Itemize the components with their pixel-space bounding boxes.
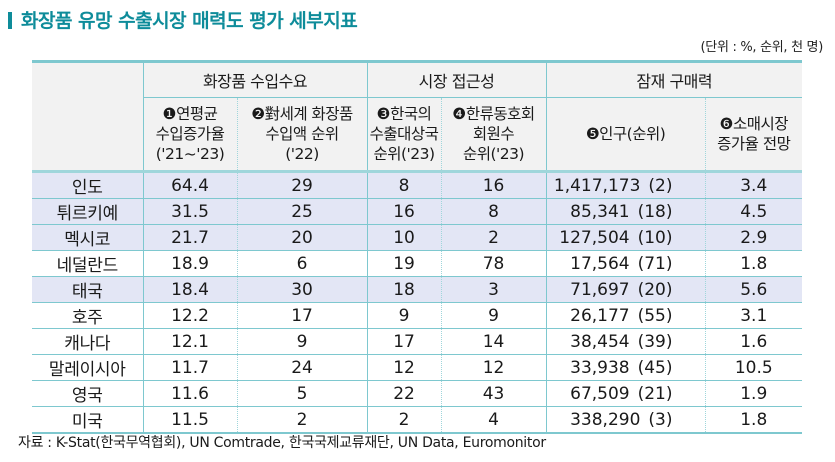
country-cell: 캐나다: [32, 328, 143, 355]
country-cell: 영국: [32, 380, 143, 407]
retail-growth-cell: 4.5: [704, 198, 803, 225]
country-cell: 호주: [32, 302, 143, 329]
hallyu-rank-cell: 8: [440, 198, 547, 225]
hallyu-rank-cell: 16: [440, 171, 547, 199]
import-rank-cell: 17: [236, 302, 368, 329]
import-rank-cell: 30: [236, 276, 368, 303]
group-header-import-demand: 화장품 수입수요: [142, 61, 368, 98]
import-rank-cell: 24: [236, 354, 368, 381]
retail-growth-cell: 1.8: [704, 250, 803, 277]
import-rank-cell: 5: [236, 380, 368, 407]
import-rank-cell: 9: [236, 328, 368, 355]
retail-growth-cell: 3.4: [704, 171, 803, 199]
population-cell: 338,290 (3): [545, 406, 706, 434]
population-cell: 127,504 (10): [545, 224, 706, 251]
import-rank-cell: 25: [236, 198, 368, 225]
table-row: 멕시코 21.7 20 10 2 127,504 (10) 2.9: [32, 224, 803, 251]
hallyu-rank-cell: 2: [440, 224, 547, 251]
population-cell: 85,341 (18): [545, 198, 706, 225]
title-text: 화장품 유망 수출시장 매력도 평가 세부지표: [21, 10, 358, 32]
retail-growth-cell: 1.9: [704, 380, 803, 407]
group-header-row: 화장품 수입수요 시장 접근성 잠재 구매력: [32, 61, 803, 172]
export-rank-cell: 22: [366, 380, 442, 407]
population-cell: 17,564 (71): [545, 250, 706, 277]
table-row: 말레이시아 11.7 24 12 12 33,938 (45) 10.5: [32, 354, 803, 381]
corner-header-cell: [32, 61, 143, 172]
export-rank-cell: 18: [366, 276, 442, 303]
col-header-2: ❷對세계 화장품 수입액 순위 ('22): [236, 97, 368, 172]
import-rank-cell: 6: [236, 250, 368, 277]
import-growth-cell: 18.9: [142, 250, 237, 277]
col-header-6: ❻소매시장 증가율 전망: [704, 97, 803, 172]
population-cell: 26,177 (55): [545, 302, 706, 329]
retail-growth-cell: 1.6: [704, 328, 803, 355]
col-header-3: ❸한국의 수출대상국 순위('23): [366, 97, 442, 172]
hallyu-rank-cell: 12: [440, 354, 547, 381]
hallyu-rank-cell: 3: [440, 276, 547, 303]
import-growth-cell: 12.1: [142, 328, 237, 355]
population-cell: 38,454 (39): [545, 328, 706, 355]
unit-note: (단위 : %, 순위, 천 명): [700, 40, 824, 55]
country-cell: 미국: [32, 406, 143, 434]
table-row: 태국 18.4 30 18 3 71,697 (20) 5.6: [32, 276, 803, 303]
indicator-table: 화장품 수입수요 시장 접근성 잠재 구매력 ❶연평균 수입증가율 ('21~'23…: [32, 60, 803, 434]
export-rank-cell: 19: [366, 250, 442, 277]
retail-growth-cell: 1.8: [704, 406, 803, 434]
population-cell: 67,509 (21): [545, 380, 706, 407]
export-rank-cell: 10: [366, 224, 442, 251]
import-growth-cell: 21.7: [142, 224, 237, 251]
population-cell: 1,417,173 (2): [545, 171, 706, 199]
import-growth-cell: 18.4: [142, 276, 237, 303]
hallyu-rank-cell: 4: [440, 406, 547, 434]
page-title: 화장품 유망 수출시장 매력도 평가 세부지표: [8, 6, 358, 33]
country-cell: 튀르키예: [32, 198, 143, 225]
export-rank-cell: 17: [366, 328, 442, 355]
table-row: 튀르키예 31.5 25 16 8 85,341 (18) 4.5: [32, 198, 803, 225]
table-row: 캐나다 12.1 9 17 14 38,454 (39) 1.6: [32, 328, 803, 355]
export-rank-cell: 12: [366, 354, 442, 381]
export-rank-cell: 9: [366, 302, 442, 329]
import-rank-cell: 29: [236, 171, 368, 199]
retail-growth-cell: 10.5: [704, 354, 803, 381]
retail-growth-cell: 3.1: [704, 302, 803, 329]
population-cell: 71,697 (20): [545, 276, 706, 303]
hallyu-rank-cell: 43: [440, 380, 547, 407]
source-footnote: 자료 : K-Stat(한국무역협회), UN Comtrade, 한국국제교류…: [18, 435, 546, 451]
group-header-purchasing-power: 잠재 구매력: [545, 61, 803, 98]
retail-growth-cell: 5.6: [704, 276, 803, 303]
table-row: 호주 12.2 17 9 9 26,177 (55) 3.1: [32, 302, 803, 329]
country-cell: 멕시코: [32, 224, 143, 251]
table-row: 영국 11.6 5 22 43 67,509 (21) 1.9: [32, 380, 803, 407]
export-rank-cell: 2: [366, 406, 442, 434]
col-header-4: ❹한류동호회 회원수 순위('23): [440, 97, 547, 172]
column-header-row: ❶연평균 수입증가율 ('21~'23) ❷對세계 화장품 수입액 순위 ('22) ❸…: [32, 97, 803, 172]
country-cell: 말레이시아: [32, 354, 143, 381]
col-header-5: ❺인구(순위): [545, 97, 706, 172]
export-rank-cell: 8: [366, 171, 442, 199]
country-cell: 네덜란드: [32, 250, 143, 277]
import-rank-cell: 2: [236, 406, 368, 434]
import-growth-cell: 31.5: [142, 198, 237, 225]
import-growth-cell: 12.2: [142, 302, 237, 329]
hallyu-rank-cell: 9: [440, 302, 547, 329]
population-cell: 33,938 (45): [545, 354, 706, 381]
import-growth-cell: 11.7: [142, 354, 237, 381]
table-row: 인도 64.4 29 8 16 1,417,173 (2) 3.4: [32, 171, 803, 199]
import-growth-cell: 11.6: [142, 380, 237, 407]
hallyu-rank-cell: 14: [440, 328, 547, 355]
col-header-1: ❶연평균 수입증가율 ('21~'23): [142, 97, 237, 172]
import-rank-cell: 20: [236, 224, 368, 251]
retail-growth-cell: 2.9: [704, 224, 803, 251]
country-cell: 인도: [32, 171, 143, 199]
hallyu-rank-cell: 78: [440, 250, 547, 277]
country-cell: 태국: [32, 276, 143, 303]
import-growth-cell: 11.5: [142, 406, 237, 434]
table-row: 네덜란드 18.9 6 19 78 17,564 (71) 1.8: [32, 250, 803, 277]
import-growth-cell: 64.4: [142, 171, 237, 199]
table-row: 미국 11.5 2 2 4 338,290 (3) 1.8: [32, 406, 803, 434]
export-rank-cell: 16: [366, 198, 442, 225]
group-header-market-access: 시장 접근성: [366, 61, 547, 98]
title-bar-decoration: [8, 12, 12, 29]
